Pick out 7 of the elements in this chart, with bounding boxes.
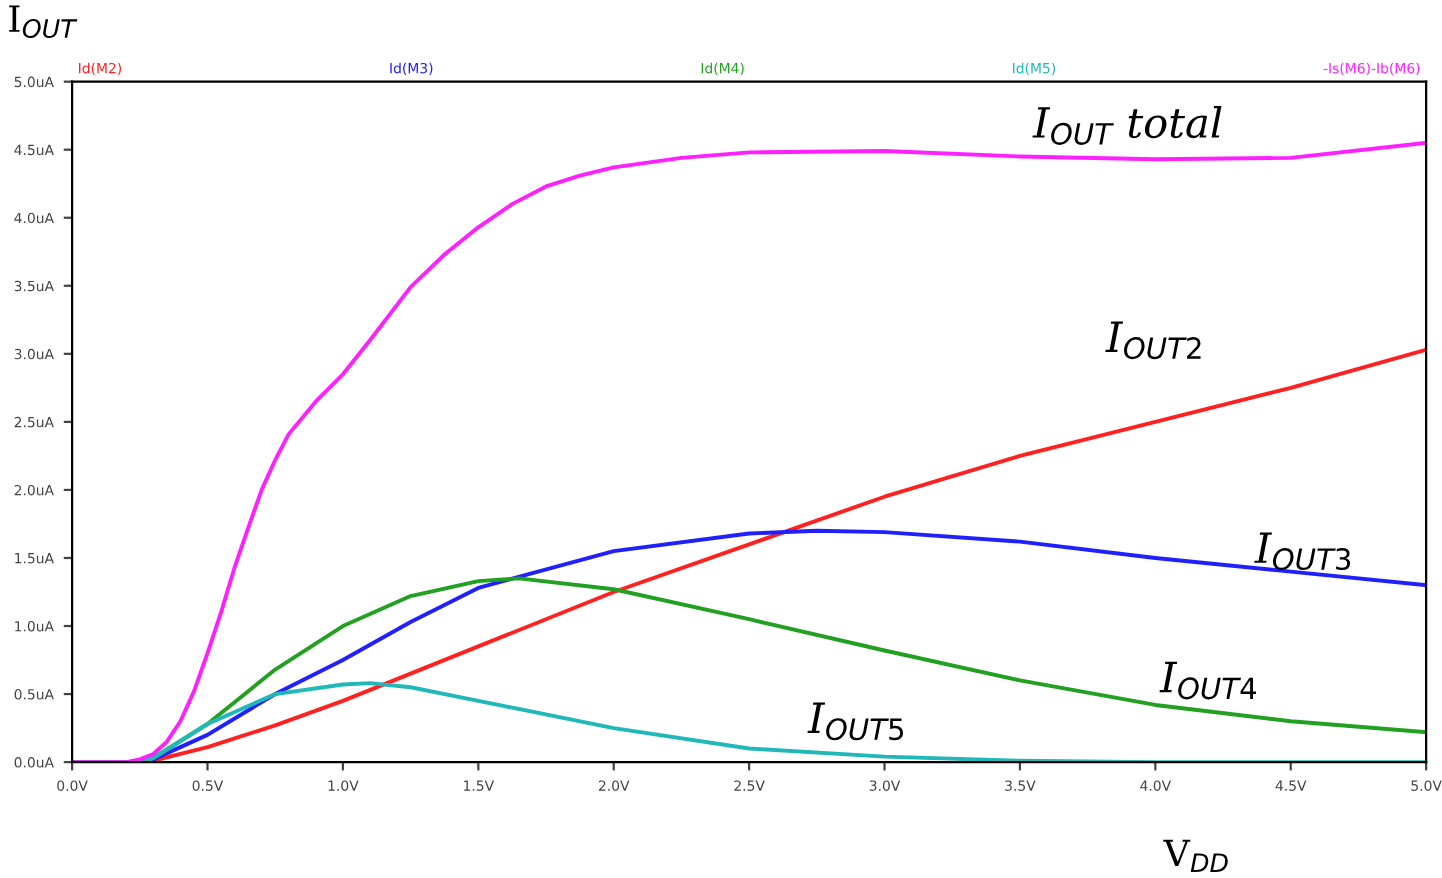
- annotation: I$_{OUT2}$: [1105, 321, 1201, 360]
- annotation: I$_{OUT5}$: [807, 702, 904, 741]
- x-axis-title: V$_{DD}$: [1163, 839, 1228, 872]
- y-axis-title: I$_{OUT}$: [9, 5, 78, 39]
- annotation: I$_{OUT3}$: [1254, 532, 1351, 571]
- annotation: I$_{OUT4}$: [1159, 661, 1257, 700]
- annotation: I$_{OUT}$ total: [1032, 105, 1222, 145]
